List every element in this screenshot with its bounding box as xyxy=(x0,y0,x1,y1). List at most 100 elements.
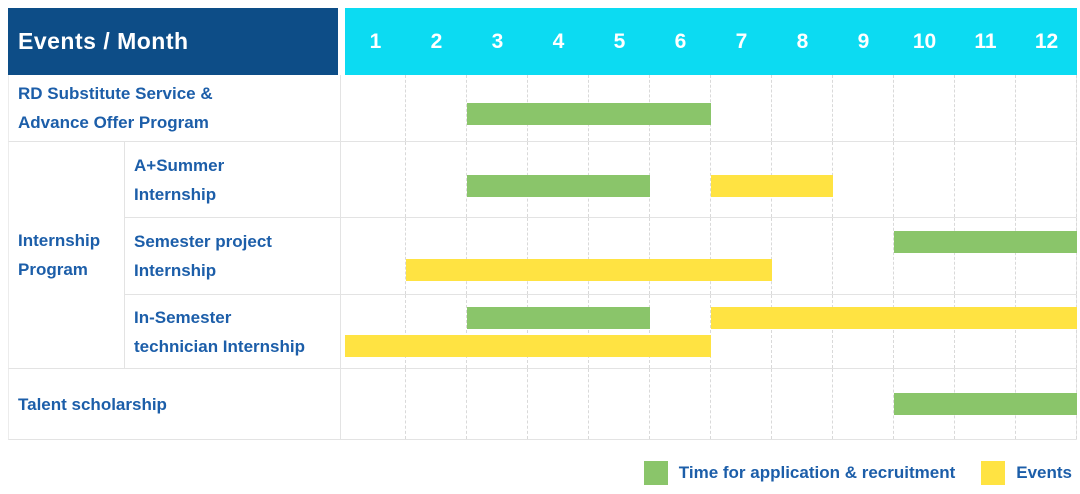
month-gridline-column xyxy=(589,369,650,439)
month-gridline-column xyxy=(711,369,772,439)
month-gridline-column xyxy=(406,142,467,217)
divider-gap xyxy=(341,295,345,369)
month-gridline-column xyxy=(467,218,528,294)
month-gridline-column xyxy=(711,295,772,368)
row-label-line: In-Semester xyxy=(134,307,232,327)
month-gridline-column xyxy=(772,295,833,368)
gantt-bar-event xyxy=(711,174,833,197)
legend: Time for application & recruitment Event… xyxy=(0,458,1072,488)
bar-lanes xyxy=(345,369,1077,439)
month-gridline-column xyxy=(345,75,406,141)
month-gridlines xyxy=(345,218,1077,294)
month-gridline-column xyxy=(406,295,467,368)
month-gridline-column xyxy=(833,75,894,141)
month-gridlines xyxy=(345,295,1077,368)
divider-gap xyxy=(341,75,345,142)
chart-row-talent-scholarship xyxy=(345,369,1077,440)
month-header-cell: 11 xyxy=(974,29,997,53)
month-gridline-column xyxy=(406,75,467,141)
month-gridline-column xyxy=(894,75,955,141)
events-color-swatch xyxy=(981,461,1006,485)
row-label-a-summer-internship: A+Summer Internship xyxy=(125,142,341,218)
month-gridline-column xyxy=(894,218,955,294)
gantt-bar-recruitment xyxy=(467,103,711,125)
month-header-cell: 2 xyxy=(430,29,443,53)
table-header-title: Events / Month xyxy=(8,8,338,75)
month-header-cell: 1 xyxy=(369,29,382,53)
month-gridline-column xyxy=(650,142,711,217)
month-gridline-column xyxy=(528,369,589,439)
month-gridline-column xyxy=(345,369,406,439)
row-label-line: A+Summer xyxy=(134,155,225,175)
month-gridline-column xyxy=(894,142,955,217)
month-header-cell: 10 xyxy=(912,29,937,53)
chart-row-in-semester-technician-internship xyxy=(345,295,1077,369)
month-gridline-column xyxy=(955,75,1016,141)
gantt-bar-event xyxy=(711,306,1077,329)
month-header-cell: 9 xyxy=(857,29,870,53)
row-label-semester-project-internship: Semester project Internship xyxy=(125,218,341,295)
row-label-line: RD Substitute Service & xyxy=(18,84,213,103)
month-header-cell: 7 xyxy=(735,29,748,53)
month-gridline-column xyxy=(528,295,589,368)
month-gridline-column xyxy=(589,295,650,368)
chart-row-rd-substitute xyxy=(345,75,1077,142)
month-gridline-column xyxy=(833,295,894,368)
month-gridline-column xyxy=(1016,75,1077,141)
month-header-cell: 5 xyxy=(613,29,626,53)
month-gridline-column xyxy=(833,369,894,439)
bar-lanes xyxy=(345,75,1076,141)
row-label-line: Semester project xyxy=(134,232,272,251)
month-header-cell: 12 xyxy=(1034,29,1059,53)
month-gridline-column xyxy=(833,218,894,294)
month-gridline-column xyxy=(772,218,833,294)
bar-lane xyxy=(345,306,1077,329)
month-gridline-column xyxy=(955,218,1016,294)
month-gridline-column xyxy=(1016,142,1077,217)
row-label-talent-scholarship: Talent scholarship xyxy=(8,369,341,440)
month-gridline-column xyxy=(833,142,894,217)
gantt-table: Events / Month 1 2 3 4 5 6 7 8 9 10 11 12 RD Substi… xyxy=(8,8,1077,440)
month-gridline-column xyxy=(650,218,711,294)
month-gridline-column xyxy=(345,218,406,294)
bar-lanes xyxy=(345,218,1077,294)
bar-lanes xyxy=(345,142,1076,217)
month-gridline-column xyxy=(345,142,406,217)
month-gridline-column xyxy=(650,369,711,439)
month-gridline-column xyxy=(711,218,772,294)
gantt-bar-event xyxy=(406,259,772,281)
legend-item-recruitment: Time for application & recruitment xyxy=(643,461,955,485)
row-label-line: Internship xyxy=(134,261,217,280)
month-header-cell: 6 xyxy=(674,29,687,53)
month-header-row: 1 2 3 4 5 6 7 8 9 10 11 12 xyxy=(345,8,1077,75)
month-gridline-column xyxy=(1016,295,1077,368)
month-gridline-column xyxy=(528,218,589,294)
month-header-cell: 8 xyxy=(796,29,809,53)
month-gridline-column xyxy=(772,75,833,141)
month-gridline-column xyxy=(894,295,955,368)
month-gridline-column xyxy=(467,295,528,368)
bar-lane xyxy=(345,231,1077,253)
row-label-in-semester-technician-internship: In-Semester technician Internship xyxy=(125,295,341,369)
bar-lane xyxy=(345,334,1076,357)
divider-gap xyxy=(341,369,345,440)
month-gridline-column xyxy=(406,218,467,294)
month-gridline-column xyxy=(955,142,1016,217)
row-label-line: Internship xyxy=(134,184,217,204)
month-gridline-column xyxy=(589,218,650,294)
chart-row-a-summer-internship xyxy=(345,142,1077,218)
month-gridline-column xyxy=(650,295,711,368)
month-gridline-column xyxy=(345,295,406,368)
row-label-line: Talent scholarship xyxy=(18,394,167,414)
chart-row-semester-project-internship xyxy=(345,218,1077,295)
row-label-line: Advance Offer Program xyxy=(18,113,209,132)
gantt-bar-recruitment xyxy=(894,393,1077,415)
bar-lane xyxy=(345,259,1076,281)
gantt-bar-recruitment xyxy=(894,231,1077,253)
month-gridline-column xyxy=(406,369,467,439)
group-label-line: Internship xyxy=(18,231,101,250)
month-gridline-column xyxy=(772,369,833,439)
month-gridline-column xyxy=(1016,218,1077,294)
legend-label: Events xyxy=(1016,463,1072,482)
